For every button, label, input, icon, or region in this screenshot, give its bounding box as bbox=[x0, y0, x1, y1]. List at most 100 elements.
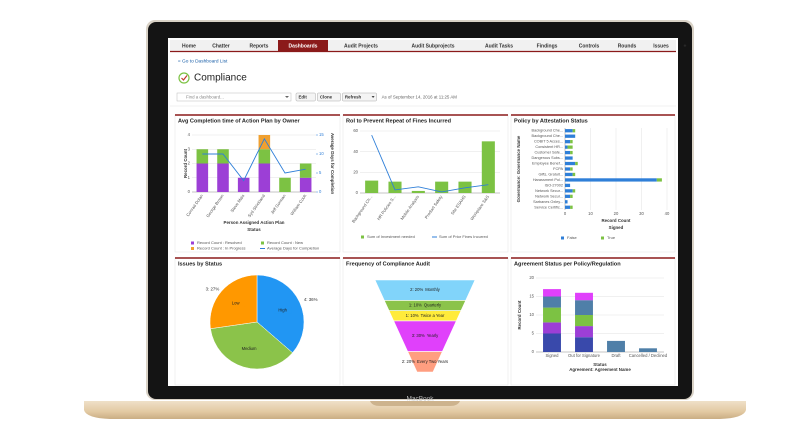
y-tick-label: Sarbanes Oxley... bbox=[533, 200, 563, 204]
y-tick-label: Background Che... bbox=[532, 134, 563, 138]
nav-tab[interactable]: Audit Subprojects bbox=[411, 43, 454, 49]
y-axis-title: Record Count bbox=[517, 300, 522, 330]
nav-tab[interactable]: Home bbox=[182, 43, 196, 49]
bar bbox=[565, 129, 573, 133]
bar bbox=[565, 194, 571, 198]
bar bbox=[565, 172, 573, 177]
legend-label: Sum of Prior Fines Incurred bbox=[439, 234, 488, 239]
dashboard-icon-check bbox=[181, 75, 188, 81]
line-series bbox=[371, 134, 489, 193]
bar bbox=[565, 183, 571, 188]
back-link[interactable]: « Go to Dashboard List bbox=[178, 58, 228, 64]
bar bbox=[575, 161, 578, 166]
bar bbox=[217, 149, 229, 164]
y2-axis-title: Average Days for Completion bbox=[330, 133, 335, 195]
nav-tab[interactable]: Reports bbox=[250, 43, 269, 49]
bar bbox=[572, 172, 576, 177]
y-tick-label: Employee Benef... bbox=[532, 162, 563, 166]
search-caret bbox=[285, 96, 289, 98]
funnel-value-label: 1: 10% bbox=[406, 313, 419, 318]
y-tick-label: Service Certific... bbox=[534, 205, 563, 209]
x-tick-label: 10 bbox=[588, 211, 593, 216]
panel-title: Avg Completion time of Action Plan by Ow… bbox=[178, 118, 301, 124]
nav-tab[interactable]: Dashboards bbox=[289, 43, 318, 49]
funnel-segment bbox=[407, 351, 443, 373]
legend-swatch bbox=[601, 236, 604, 240]
nav-tab[interactable]: Rounds bbox=[618, 43, 637, 49]
nav-tab[interactable]: Audit Projects bbox=[344, 43, 378, 49]
funnel-category: Twice a Year bbox=[421, 313, 445, 318]
tab-active-bg bbox=[278, 40, 328, 52]
bar bbox=[570, 167, 573, 171]
legend-label: True bbox=[607, 235, 616, 240]
bar bbox=[565, 150, 571, 155]
y-tick-label: Harassment Pol... bbox=[533, 178, 563, 182]
nav-tab[interactable]: Audit Tasks bbox=[485, 43, 513, 49]
bar bbox=[237, 177, 250, 192]
slice-label: Medium bbox=[242, 346, 257, 351]
bar bbox=[365, 180, 379, 193]
search-placeholder: Find a dashboard... bbox=[186, 94, 224, 99]
dashboard-icon bbox=[178, 72, 190, 84]
legend-label: Record Count : In Progress bbox=[197, 246, 245, 251]
legend-title: Signed bbox=[609, 225, 624, 230]
bar bbox=[258, 163, 271, 192]
nav-tab[interactable]: Chatter bbox=[212, 43, 230, 49]
y-tick-label: 2 bbox=[188, 161, 191, 166]
funnel-category: Quarterly bbox=[424, 303, 442, 308]
funnel-value-label: 3: 30% bbox=[412, 333, 425, 338]
bar bbox=[607, 340, 625, 352]
y-tick-label: 4 bbox=[188, 132, 191, 137]
bar bbox=[565, 156, 573, 160]
panel-title: Policy by Attestation Status bbox=[514, 118, 588, 124]
y-tick-label: 20 bbox=[529, 275, 534, 280]
nav-tab[interactable]: Findings bbox=[537, 43, 558, 49]
bar bbox=[565, 205, 571, 209]
x-tick-label: Out for Signature bbox=[568, 353, 601, 358]
nav-tab[interactable]: + bbox=[684, 43, 687, 49]
y-tick-label: 3 bbox=[188, 146, 191, 151]
y-tick-label: Consistent HR... bbox=[535, 145, 563, 149]
bar bbox=[565, 189, 573, 193]
bar bbox=[258, 149, 271, 164]
nav-tab[interactable]: Issues bbox=[653, 43, 669, 49]
bar bbox=[565, 134, 576, 138]
y-axis-title: Record Count bbox=[183, 148, 188, 178]
legend-title: Agreement: Agreement Name bbox=[569, 367, 631, 372]
y2-tick-label: 10 bbox=[319, 151, 324, 156]
y2-tick-label: 5 bbox=[319, 170, 322, 175]
toolbar-button[interactable] bbox=[317, 92, 341, 102]
bar bbox=[543, 296, 561, 308]
bar bbox=[217, 163, 229, 192]
x-axis-title: Record Count bbox=[601, 218, 631, 223]
slice-label-bg bbox=[240, 346, 259, 353]
bar bbox=[575, 326, 593, 338]
bar bbox=[575, 300, 593, 315]
x-tick-label: Draft bbox=[611, 353, 621, 358]
y-tick-label: 20 bbox=[353, 169, 358, 174]
button-label: Refresh bbox=[345, 94, 362, 99]
notch bbox=[370, 401, 460, 406]
toolbar-button[interactable] bbox=[342, 92, 377, 102]
search-box[interactable] bbox=[176, 92, 292, 102]
funnel-label: 1: 10% Quarterly bbox=[409, 303, 442, 308]
toolbar-button[interactable] bbox=[295, 92, 316, 102]
x-tick-label: 0 bbox=[564, 211, 567, 216]
bar bbox=[570, 150, 573, 155]
slice-label: High bbox=[278, 307, 287, 312]
bar bbox=[565, 167, 571, 171]
y-tick-label: 0 bbox=[188, 189, 191, 194]
panel bbox=[510, 257, 676, 386]
bar bbox=[388, 181, 402, 193]
y-axis-title: Governance: Governance Name bbox=[516, 135, 521, 202]
slice-value-label: 3: 27% bbox=[206, 287, 220, 292]
y-tick-label: 40 bbox=[353, 149, 358, 154]
legend-label: Average Days for Completion bbox=[267, 246, 319, 251]
y-tick-label: COBIT 5 Acces... bbox=[534, 140, 563, 144]
funnel-label: 2: 20% Every Two Years bbox=[402, 359, 448, 364]
x-axis-title: Person Assigned Action Plan bbox=[224, 220, 285, 225]
legend-label: Sum of Investment needed bbox=[367, 234, 415, 239]
bar bbox=[570, 194, 573, 198]
nav-tab[interactable]: Controls bbox=[579, 43, 600, 49]
slice-label-bg bbox=[273, 307, 292, 314]
